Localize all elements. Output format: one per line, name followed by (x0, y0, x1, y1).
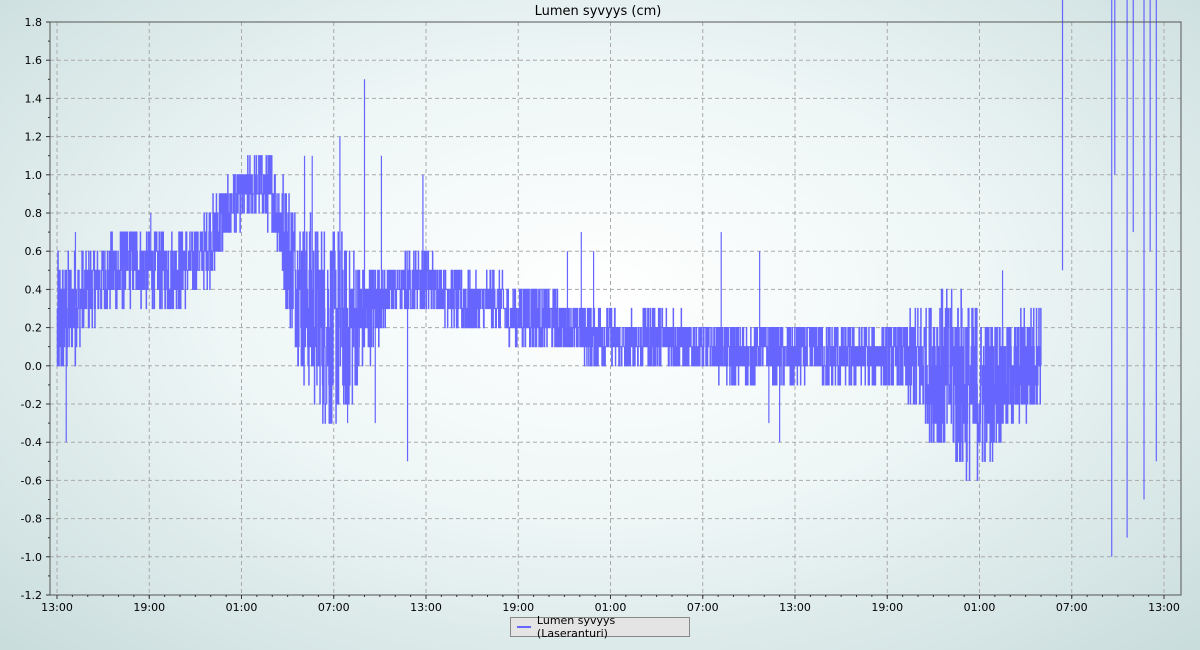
series-line (56, 155, 1042, 481)
x-tick-label: 07:00 (318, 601, 350, 614)
x-axis: 13:00 19:00 01:00 07:00 13:00 19:00 01:00 07:00… (41, 595, 1180, 614)
y-tick-label: 1.8 (25, 16, 43, 29)
x-tick-label: 19:00 (871, 601, 903, 614)
y-tick-label: -0.8 (21, 513, 42, 526)
x-tick-label: 13:00 (1148, 601, 1180, 614)
y-tick-label: -0.2 (21, 398, 42, 411)
y-tick-label: 1.6 (25, 54, 43, 67)
x-tick-label: 19:00 (502, 601, 534, 614)
x-tick-label: 01:00 (964, 601, 996, 614)
y-tick-label: -1.2 (21, 589, 42, 602)
legend-label: Lumen syvyys (Laseranturi) (536, 614, 616, 640)
y-tick-label: 1.4 (25, 92, 43, 105)
y-tick-label: -0.4 (21, 436, 42, 449)
y-tick-label: 0.6 (25, 245, 43, 258)
y-tick-label: 0.4 (25, 283, 43, 296)
y-tick-label: 1.0 (25, 169, 43, 182)
y-tick-label: 1.2 (25, 131, 43, 144)
y-tick-label: 0.8 (25, 207, 43, 220)
x-tick-label: 07:00 (1056, 601, 1088, 614)
series-area (56, 0, 1157, 557)
x-tick-label: 01:00 (226, 601, 258, 614)
x-tick-label: 19:00 (133, 601, 165, 614)
x-tick-label: 07:00 (687, 601, 719, 614)
chart-title: Lumen syvyys (cm) (535, 4, 662, 19)
x-tick-label: 01:00 (595, 601, 627, 614)
y-tick-label: -1.0 (21, 551, 42, 564)
legend-swatch (517, 626, 531, 628)
y-tick-label: 0.0 (25, 360, 43, 373)
y-tick-label: 0.2 (25, 322, 43, 335)
x-tick-label: 13:00 (779, 601, 811, 614)
grid (50, 22, 1181, 595)
legend: Lumen syvyys (Laseranturi) (510, 614, 690, 640)
x-tick-label: 13:00 (41, 601, 73, 614)
x-tick-label: 13:00 (410, 601, 442, 614)
y-tick-label: -0.6 (21, 474, 42, 487)
y-axis: 1.8 1.6 1.4 1.2 1.0 0.8 0.6 0.4 0.2 0.0 -0.2 -0.4 -0… (21, 16, 50, 602)
